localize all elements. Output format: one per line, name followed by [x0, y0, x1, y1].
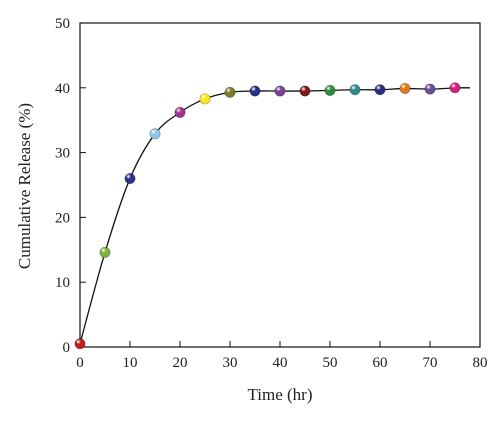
y-tick-label: 40 [55, 81, 70, 97]
data-point [299, 85, 311, 97]
series-line [79, 87, 470, 344]
data-point [424, 83, 436, 95]
plot-frame [79, 22, 481, 348]
data-point [149, 128, 161, 140]
x-tick-label: 0 [76, 355, 84, 371]
data-point [249, 85, 261, 97]
x-tick-label: 50 [323, 355, 338, 371]
data-point [449, 82, 461, 94]
data-point [224, 86, 236, 98]
x-tick-label: 60 [373, 355, 388, 371]
data-point [324, 84, 336, 96]
y-tick-label: 20 [55, 210, 70, 226]
data-point [199, 93, 211, 105]
data-point [374, 84, 386, 96]
x-tick-label: 10 [123, 355, 138, 371]
data-points [74, 82, 461, 350]
x-tick-label: 40 [273, 355, 288, 371]
x-tick-label: 20 [173, 355, 188, 371]
fit-curve [79, 87, 470, 344]
y-tick-label: 30 [55, 146, 70, 162]
x-tick-label: 70 [423, 355, 438, 371]
x-tick-label: 30 [223, 355, 238, 371]
y-tick-label: 50 [55, 16, 70, 32]
data-point [124, 173, 136, 185]
x-axis-title: Time (hr) [247, 385, 312, 404]
data-point [99, 246, 111, 258]
data-point [74, 338, 86, 350]
data-point [274, 85, 286, 97]
data-point [399, 82, 411, 94]
axis-ticks: 0 10 20 30 40 50 60 70 80 0 10 20 30 40 50 [55, 16, 488, 371]
y-axis-title: Cumulative Release (%) [15, 103, 34, 269]
y-tick-label: 0 [63, 340, 71, 356]
data-point [174, 106, 186, 118]
x-tick-label: 80 [473, 355, 488, 371]
data-point [349, 84, 361, 96]
y-tick-label: 10 [55, 275, 70, 291]
plot-border [79, 22, 481, 348]
